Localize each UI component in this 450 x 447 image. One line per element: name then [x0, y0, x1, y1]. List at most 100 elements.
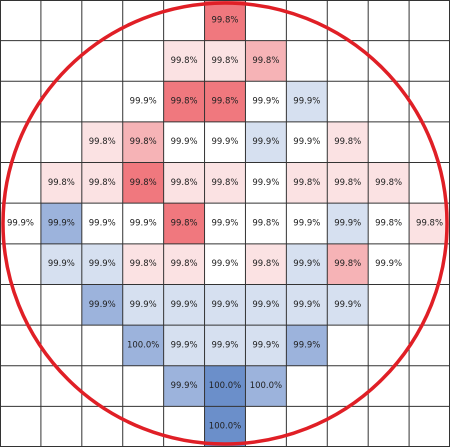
- wafer-cell-r6-c3: [122, 243, 164, 285]
- cell-value-label: 99.9%: [293, 259, 320, 269]
- cell-value-label: 99.9%: [252, 137, 279, 147]
- cell-value-label: 99.9%: [48, 259, 75, 269]
- wafer-cell-r3-c5: [204, 121, 246, 163]
- cell-value-label: 99.8%: [89, 178, 116, 188]
- wafer-cell-r7-c3: [122, 284, 164, 326]
- wafer-cell-r3-c6: [245, 121, 287, 163]
- wafer-cell-r1-c6: [245, 40, 287, 82]
- wafer-cell-r8-c6: [245, 325, 287, 366]
- wafer-cell-r7-c2: [81, 284, 123, 326]
- wafer-cell-r9-c5: [204, 365, 246, 407]
- cell-value-label: 99.8%: [171, 259, 198, 269]
- wafer-cell-r7-c6: [245, 284, 287, 326]
- wafer-cell-r5-c4: [163, 203, 205, 244]
- cell-value-label: 99.9%: [252, 300, 279, 310]
- cell-value-label: 99.9%: [7, 219, 34, 229]
- wafer-cell-r10-c5: [204, 406, 246, 447]
- cell-value-label: 99.8%: [375, 219, 402, 229]
- cell-value-label: 99.9%: [171, 381, 198, 391]
- wafer-cell-r4-c9: [368, 162, 410, 204]
- wafer-cell-r5-c5: [204, 203, 246, 244]
- cell-value-label: 99.9%: [211, 300, 238, 310]
- wafer-cell-r6-c2: [81, 243, 123, 285]
- wafer-cell-r5-c3: [122, 203, 164, 244]
- cell-value-label: 99.9%: [48, 219, 75, 229]
- wafer-cell-r3-c2: [81, 121, 123, 163]
- cell-value-label: 99.8%: [130, 259, 157, 269]
- cell-value-label: 99.8%: [211, 56, 238, 66]
- wafer-cell-r8-c3: [122, 325, 164, 366]
- wafer-cell-r0-c5: [204, 0, 246, 41]
- cell-value-label: 99.8%: [171, 178, 198, 188]
- wafer-cell-r4-c2: [81, 162, 123, 204]
- cell-value-label: 99.9%: [293, 300, 320, 310]
- cell-value-label: 99.8%: [252, 219, 279, 229]
- cell-value-label: 99.9%: [130, 219, 157, 229]
- cell-value-label: 99.9%: [171, 340, 198, 350]
- cell-value-label: 99.8%: [130, 137, 157, 147]
- wafer-cell-r4-c6: [245, 162, 287, 204]
- wafer-cell-r5-c10: [409, 203, 450, 244]
- cell-value-label: 100.0%: [127, 340, 159, 350]
- wafer-cell-r3-c8: [327, 121, 369, 163]
- cell-value-label: 99.9%: [171, 300, 198, 310]
- cell-value-label: 99.8%: [171, 97, 198, 107]
- cell-value-label: 100.0%: [250, 381, 282, 391]
- cell-value-label: 100.0%: [209, 381, 241, 391]
- wafer-cell-r2-c7: [286, 81, 328, 122]
- cell-value-label: 100.0%: [209, 422, 241, 432]
- cell-value-label: 99.8%: [334, 259, 361, 269]
- wafer-cell-r4-c3: [122, 162, 164, 204]
- wafer-cell-r5-c8: [327, 203, 369, 244]
- wafer-cell-r6-c7: [286, 243, 328, 285]
- wafer-cell-r3-c4: [163, 121, 205, 163]
- cell-value-label: 99.8%: [334, 178, 361, 188]
- wafer-cell-r4-c5: [204, 162, 246, 204]
- cell-value-label: 99.9%: [89, 300, 116, 310]
- wafer-cell-r6-c1: [40, 243, 82, 285]
- wafer-cell-r7-c5: [204, 284, 246, 326]
- cell-value-label: 99.8%: [211, 178, 238, 188]
- wafer-cell-r1-c5: [204, 40, 246, 82]
- wafer-cell-r4-c1: [40, 162, 82, 204]
- wafer-cell-r4-c4: [163, 162, 205, 204]
- wafer-cell-r5-c9: [368, 203, 410, 244]
- cell-value-label: 99.8%: [252, 259, 279, 269]
- cell-value-label: 99.9%: [252, 178, 279, 188]
- wafer-cell-r7-c4: [163, 284, 205, 326]
- wafer-cell-r2-c5: [204, 81, 246, 122]
- wafer-cell-r5-c1: [40, 203, 82, 244]
- cell-value-label: 99.8%: [171, 56, 198, 66]
- wafer-cell-r9-c4: [163, 365, 205, 407]
- wafer-cell-r7-c8: [327, 284, 369, 326]
- wafer-cell-r5-c2: [81, 203, 123, 244]
- cell-value-label: 99.9%: [375, 259, 402, 269]
- cell-value-label: 99.8%: [48, 178, 75, 188]
- cell-value-label: 99.8%: [89, 137, 116, 147]
- wafer-cell-r8-c7: [286, 325, 328, 366]
- cell-value-label: 99.9%: [252, 97, 279, 107]
- cell-value-label: 99.9%: [89, 259, 116, 269]
- cell-value-label: 99.8%: [211, 97, 238, 107]
- cell-value-label: 99.8%: [293, 178, 320, 188]
- wafer-cell-r4-c8: [327, 162, 369, 204]
- cell-value-label: 99.9%: [293, 97, 320, 107]
- cell-value-label: 99.9%: [293, 340, 320, 350]
- cell-value-label: 99.9%: [130, 300, 157, 310]
- wafer-cell-r9-c6: [245, 365, 287, 407]
- wafer-cell-r2-c3: [122, 81, 164, 122]
- wafer-cell-r4-c7: [286, 162, 328, 204]
- cell-value-label: 99.8%: [211, 15, 238, 25]
- cell-value-label: 99.9%: [252, 340, 279, 350]
- cell-value-label: 99.8%: [375, 178, 402, 188]
- cell-value-label: 99.8%: [334, 137, 361, 147]
- cell-value-label: 99.8%: [130, 178, 157, 188]
- wafer-cell-r6-c4: [163, 243, 205, 285]
- wafer-cell-r2-c6: [245, 81, 287, 122]
- cell-value-label: 99.9%: [171, 137, 198, 147]
- wafer-cell-r5-c0: [0, 203, 41, 244]
- wafer-cell-r3-c7: [286, 121, 328, 163]
